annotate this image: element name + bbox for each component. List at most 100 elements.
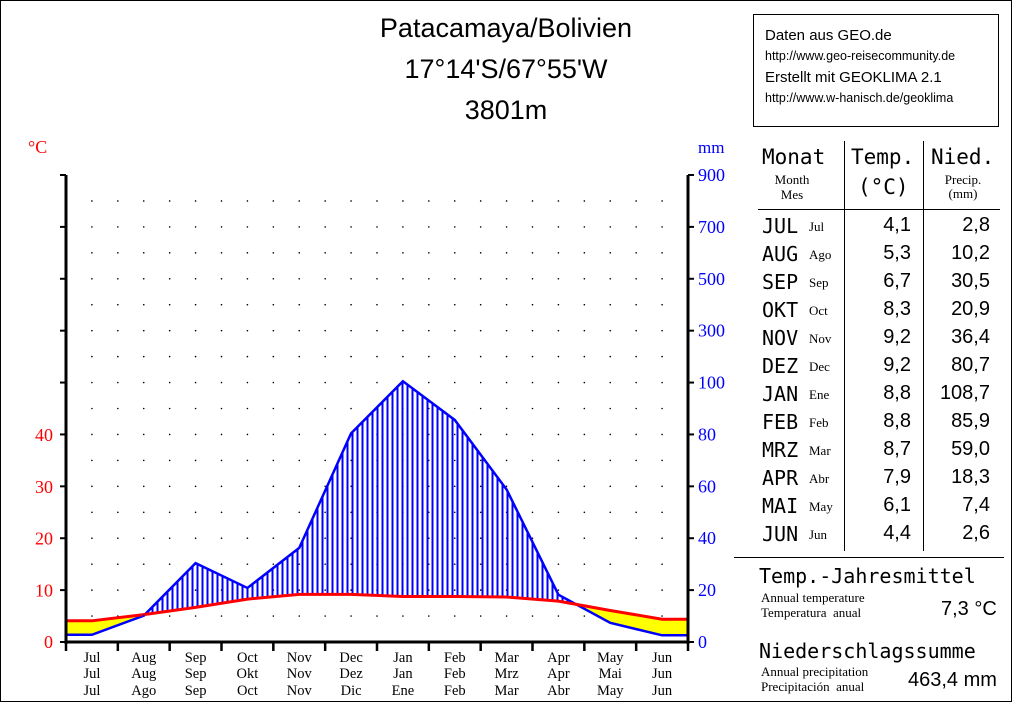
grid-dot [272,537,275,540]
grid-dot [376,277,378,280]
grid-dot [91,329,93,332]
station-title: Patacamaya/Bolivien [379,13,633,43]
row-month-de: SEP [762,270,799,294]
grid-dot [194,537,197,540]
left-tick-label: 20 [35,529,53,549]
grid-dot [505,615,508,617]
grid-dot [609,563,612,565]
grid-dot [194,329,197,332]
grid-dot [661,277,663,280]
grid-dot [609,459,612,462]
grid-dot [168,200,171,202]
month-label: Dic [341,683,362,699]
grid-dot [557,329,560,332]
grid-dot [505,303,508,306]
grid-dot [220,329,223,332]
temp-point [661,618,664,621]
left-tick-label: 10 [35,580,53,600]
grid-dot [168,459,171,462]
row-precip: 2,8 [962,214,990,236]
grid-dot [583,615,586,617]
grid-dot [246,252,249,254]
annual-temp-value: 7,3 °C [941,598,997,620]
grid-dot [376,615,378,617]
grid-dot [117,407,119,410]
row-precip: 59,0 [951,438,990,460]
grid-dot [117,563,119,565]
grid-dot [91,252,93,254]
right-tick-label: 100 [698,373,725,393]
grid-dot [505,485,508,488]
precip-point [557,593,560,596]
grid-dot [557,563,560,565]
row-month-es: Jun [809,527,828,542]
grid-dot [479,407,482,410]
month-label: Sep [185,683,207,699]
created-text: Erstellt mit GEOKLIMA 2.1 [765,69,942,86]
grid-dot [117,485,119,488]
grid-dot [531,355,534,358]
right-tick-label: 20 [698,580,716,600]
grid-dot [220,355,223,358]
grid-dot [583,485,586,488]
grid-dot [298,355,301,358]
precip-point [661,634,664,637]
grid-dot [220,485,223,488]
grid-dot [324,252,326,254]
grid-dot [117,459,119,462]
annual-temp-es: Temperatura anual [761,605,862,620]
grid-dot [350,615,352,617]
month-label: Jun [652,650,673,666]
grid-dot [402,615,404,617]
grid-dot [583,226,586,228]
grid-dot [557,200,560,202]
grid-dot [531,200,534,202]
grid-dot [635,459,637,462]
grid-dot [324,433,326,436]
grid-dot [428,226,430,228]
grid-dot [272,563,275,565]
row-month-es: Ago [809,247,832,262]
grid-dot [194,433,197,436]
temp-line [66,592,688,623]
grid-dot [583,459,586,462]
row-temp: 8,7 [883,438,911,460]
right-tick-label: 900 [698,165,725,185]
grid-dot [117,433,119,436]
grid-dot [376,303,378,306]
grid-dot [661,537,663,540]
grid-dot [609,511,612,514]
grid-dot [453,329,456,332]
grid-dot [505,381,508,384]
grid-dot [557,303,560,306]
row-month-es: Ene [809,387,830,402]
grid-dot [609,589,612,591]
grid-dot [635,381,637,384]
row-month-de: MAI [762,494,799,518]
row-precip: 108,7 [939,382,990,404]
grid-dot [557,407,560,410]
grid-dot [350,277,352,280]
row-temp: 9,2 [883,326,911,348]
right-tick-label: 80 [698,424,716,444]
row-month-de: AUG [762,242,799,266]
left-tick-label: 30 [35,477,53,497]
grid-dot [583,329,586,332]
temp-point [453,595,456,598]
grid-dot [583,277,586,280]
grid-dot [168,329,171,332]
grid-dot [168,355,171,358]
grid-dot [479,252,482,254]
grid-dot [635,303,637,306]
grid-dot [402,277,404,280]
grid-dot [583,511,586,514]
grid-dot [142,407,145,410]
temp-point [557,600,560,603]
grid-dot [220,615,223,617]
grid-dot [376,252,378,254]
grid-dot [505,355,508,358]
temp-point [350,593,353,596]
grid-dot [246,433,249,436]
month-label: Feb [444,650,466,666]
grid-dot [246,407,249,410]
